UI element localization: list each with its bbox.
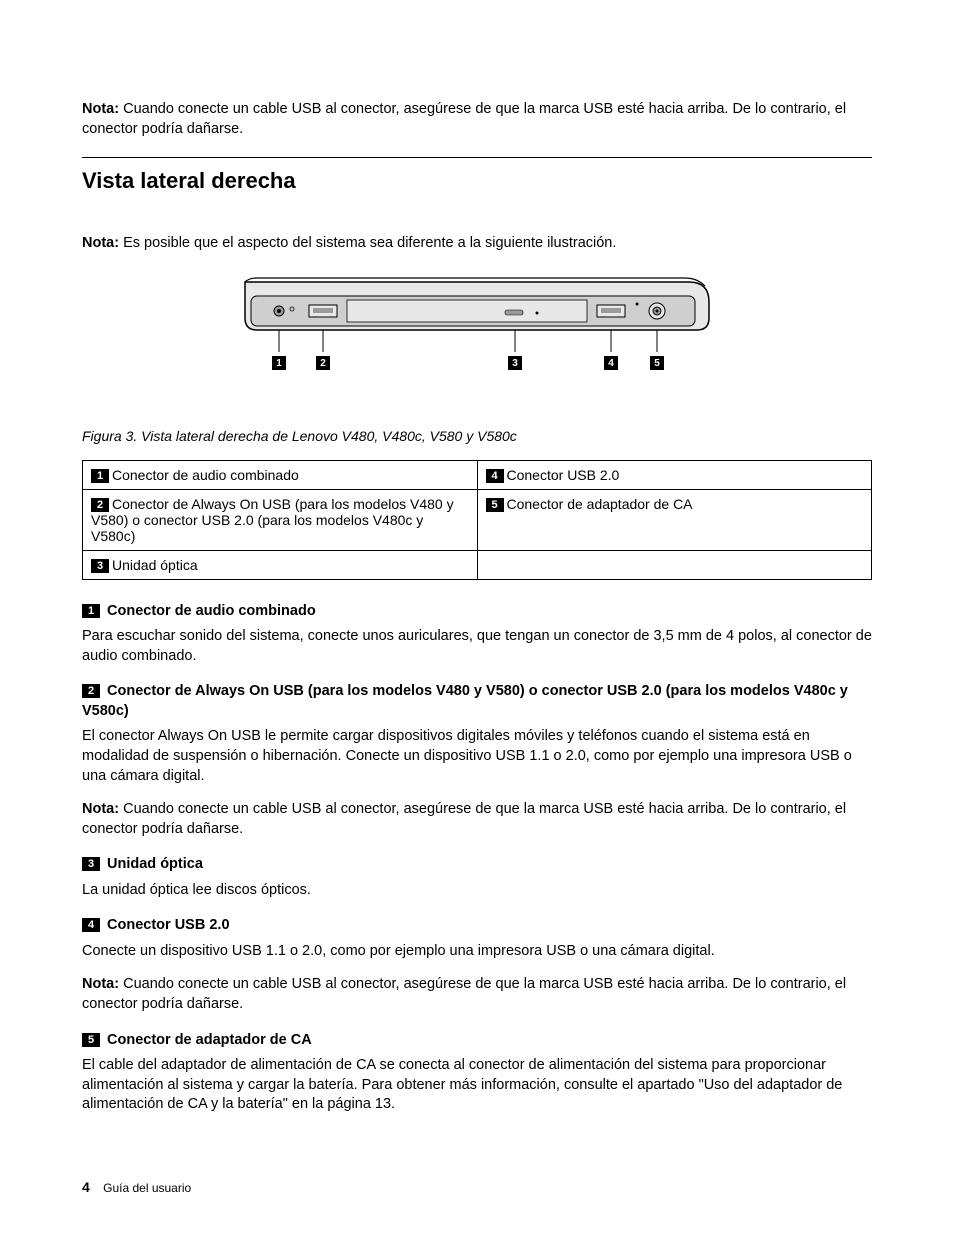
section-heading-4: 4 Conector USB 2.0: [82, 916, 872, 936]
num-badge: 4: [486, 469, 504, 483]
num-badge: 5: [82, 1033, 100, 1047]
note-text: Cuando conecte un cable USB al conector,…: [82, 101, 846, 137]
num-badge: 2: [82, 684, 100, 698]
section-title: Unidad óptica: [107, 856, 203, 872]
num-badge: 2: [91, 498, 109, 512]
table-row: 2Conector de Always On USB (para los mod…: [83, 489, 872, 550]
pre-figure-note: Nota: Es posible que el aspecto del sist…: [82, 234, 872, 254]
num-badge: 3: [91, 559, 109, 573]
figure-side-view: 1 2 3 4 5: [82, 274, 872, 399]
section-body: Para escuchar sonido del sistema, conect…: [82, 627, 872, 666]
ports-table: 1Conector de audio combinado 4Conector U…: [82, 460, 872, 580]
section-body: El cable del adaptador de alimentación d…: [82, 1056, 872, 1115]
section-body: El conector Always On USB le permite car…: [82, 727, 872, 786]
cell-text: Conector USB 2.0: [507, 467, 620, 483]
cell-text: Conector de audio combinado: [112, 467, 299, 483]
table-row: 1Conector de audio combinado 4Conector U…: [83, 460, 872, 489]
callout-4: 4: [608, 358, 614, 369]
note-text: Cuando conecte un cable USB al conector,…: [82, 976, 846, 1012]
section-heading-2: 2 Conector de Always On USB (para los mo…: [82, 682, 872, 721]
intro-note: Nota: Cuando conecte un cable USB al con…: [82, 100, 872, 139]
section-note: Nota: Cuando conecte un cable USB al con…: [82, 800, 872, 839]
page-footer: 4 Guía del usuario: [82, 1179, 191, 1195]
section-heading-5: 5 Conector de adaptador de CA: [82, 1031, 872, 1051]
section-note: Nota: Cuando conecte un cable USB al con…: [82, 975, 872, 1014]
num-badge: 3: [82, 857, 100, 871]
cell-text: Conector de adaptador de CA: [507, 496, 693, 512]
callout-2: 2: [320, 358, 326, 369]
section-body: Conecte un dispositivo USB 1.1 o 2.0, co…: [82, 942, 872, 962]
figure-caption: Figura 3. Vista lateral derecha de Lenov…: [82, 427, 872, 446]
num-badge: 1: [82, 604, 100, 618]
page-title: Vista lateral derecha: [82, 168, 872, 194]
callout-5: 5: [654, 358, 660, 369]
callout-3: 3: [512, 358, 518, 369]
section-title: Conector de adaptador de CA: [107, 1032, 312, 1048]
note-label: Nota:: [82, 101, 119, 117]
num-badge: 5: [486, 498, 504, 512]
table-row: 3Unidad óptica: [83, 550, 872, 579]
num-badge: 4: [82, 918, 100, 932]
note-text: Cuando conecte un cable USB al conector,…: [82, 801, 846, 837]
note-label: Nota:: [82, 235, 119, 251]
cell-text: Conector de Always On USB (para los mode…: [91, 496, 454, 544]
cell-text: Unidad óptica: [112, 557, 198, 573]
section-title: Conector de audio combinado: [107, 603, 316, 619]
page-number: 4: [82, 1179, 90, 1195]
section-divider: [82, 157, 872, 158]
note-label: Nota:: [82, 976, 119, 992]
section-body: La unidad óptica lee discos ópticos.: [82, 881, 872, 901]
note-text: Es posible que el aspecto del sistema se…: [123, 235, 616, 251]
section-title: Conector USB 2.0: [107, 917, 229, 933]
callout-1: 1: [276, 358, 282, 369]
section-heading-1: 1 Conector de audio combinado: [82, 602, 872, 622]
doc-title: Guía del usuario: [103, 1181, 191, 1195]
section-heading-3: 3 Unidad óptica: [82, 855, 872, 875]
num-badge: 1: [91, 469, 109, 483]
note-label: Nota:: [82, 801, 119, 817]
section-title: Conector de Always On USB (para los mode…: [82, 683, 848, 719]
